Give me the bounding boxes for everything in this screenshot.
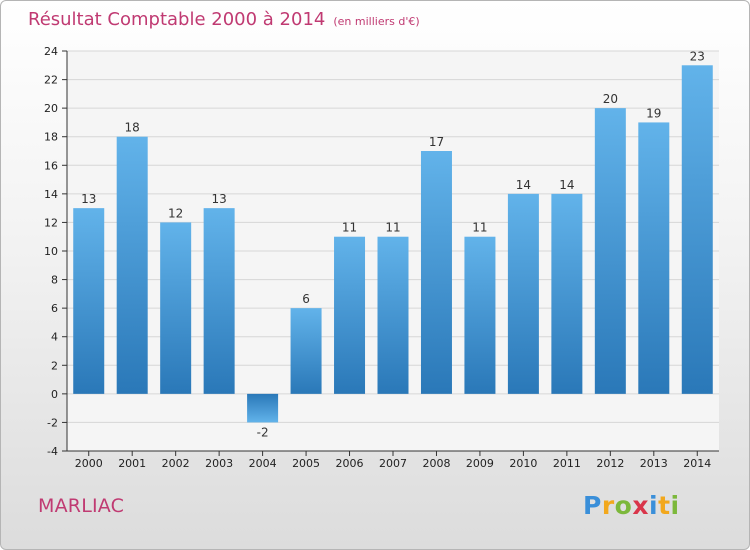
y-tick-label: 20 <box>44 102 58 115</box>
proxiti-logo[interactable]: Proxiti <box>583 491 680 520</box>
y-tick-label: -4 <box>47 445 58 458</box>
y-tick-label: 12 <box>44 216 58 229</box>
bar <box>290 308 322 394</box>
bar <box>681 65 713 394</box>
data-label: 20 <box>603 92 618 106</box>
x-tick-label: 2014 <box>683 457 711 470</box>
data-label: 6 <box>302 292 310 306</box>
logo-letter: o <box>614 491 633 520</box>
data-label: 11 <box>385 221 400 235</box>
x-tick-label: 2013 <box>640 457 668 470</box>
bar <box>638 122 670 394</box>
x-tick-label: 2007 <box>379 457 407 470</box>
logo-letter: x <box>632 491 649 520</box>
data-label: 19 <box>646 106 661 120</box>
chart-title-block: Résultat Comptable 2000 à 2014 (en millie… <box>28 9 420 30</box>
y-tick-label: 24 <box>44 45 58 58</box>
logo-letter: r <box>601 491 615 520</box>
data-label: 17 <box>429 135 444 149</box>
data-label: 23 <box>690 49 705 63</box>
data-label: 12 <box>168 206 183 220</box>
x-tick-label: 2009 <box>466 457 494 470</box>
data-label: -2 <box>257 425 269 439</box>
y-tick-label: 8 <box>51 274 58 287</box>
data-label: 14 <box>516 178 531 192</box>
y-tick-label: 14 <box>44 188 58 201</box>
bar <box>507 193 539 394</box>
x-tick-label: 2000 <box>75 457 103 470</box>
y-tick-label: 16 <box>44 159 58 172</box>
x-tick-label: 2003 <box>205 457 233 470</box>
bar <box>420 151 452 394</box>
bar <box>464 236 496 394</box>
y-tick-label: 18 <box>44 131 58 144</box>
x-tick-label: 2008 <box>422 457 450 470</box>
data-label: 13 <box>81 192 96 206</box>
y-tick-label: 0 <box>51 388 58 401</box>
x-tick-label: 2004 <box>249 457 277 470</box>
logo-letter: P <box>583 491 602 520</box>
bar <box>334 236 366 394</box>
x-tick-label: 2002 <box>162 457 190 470</box>
x-tick-label: 2012 <box>596 457 624 470</box>
data-label: 11 <box>342 221 357 235</box>
y-tick-label: 4 <box>51 331 58 344</box>
y-tick-label: 6 <box>51 302 58 315</box>
logo-letter: i <box>649 491 659 520</box>
bar <box>116 136 148 394</box>
y-tick-label: 2 <box>51 359 58 372</box>
bar <box>551 193 583 394</box>
bar <box>160 222 192 394</box>
bar <box>377 236 409 394</box>
bar <box>73 208 105 394</box>
y-tick-label: -2 <box>47 416 58 429</box>
bar <box>594 108 626 394</box>
place-name: MARLIAC <box>38 495 125 517</box>
bar <box>247 393 279 423</box>
data-label: 11 <box>472 221 487 235</box>
logo-letter: i <box>670 491 680 520</box>
x-tick-label: 2001 <box>118 457 146 470</box>
y-tick-label: 10 <box>44 245 58 258</box>
chart-title: Résultat Comptable 2000 à 2014 <box>28 9 326 30</box>
x-tick-label: 2006 <box>336 457 364 470</box>
x-tick-label: 2010 <box>509 457 537 470</box>
chart-subtitle: (en milliers d'€) <box>333 15 420 28</box>
data-label: 13 <box>211 192 226 206</box>
data-label: 18 <box>125 121 140 135</box>
data-label: 14 <box>559 178 574 192</box>
x-tick-label: 2011 <box>553 457 581 470</box>
x-tick-label: 2005 <box>292 457 320 470</box>
bar <box>203 208 235 394</box>
logo-letter: t <box>658 491 671 520</box>
y-tick-label: 22 <box>44 74 58 87</box>
